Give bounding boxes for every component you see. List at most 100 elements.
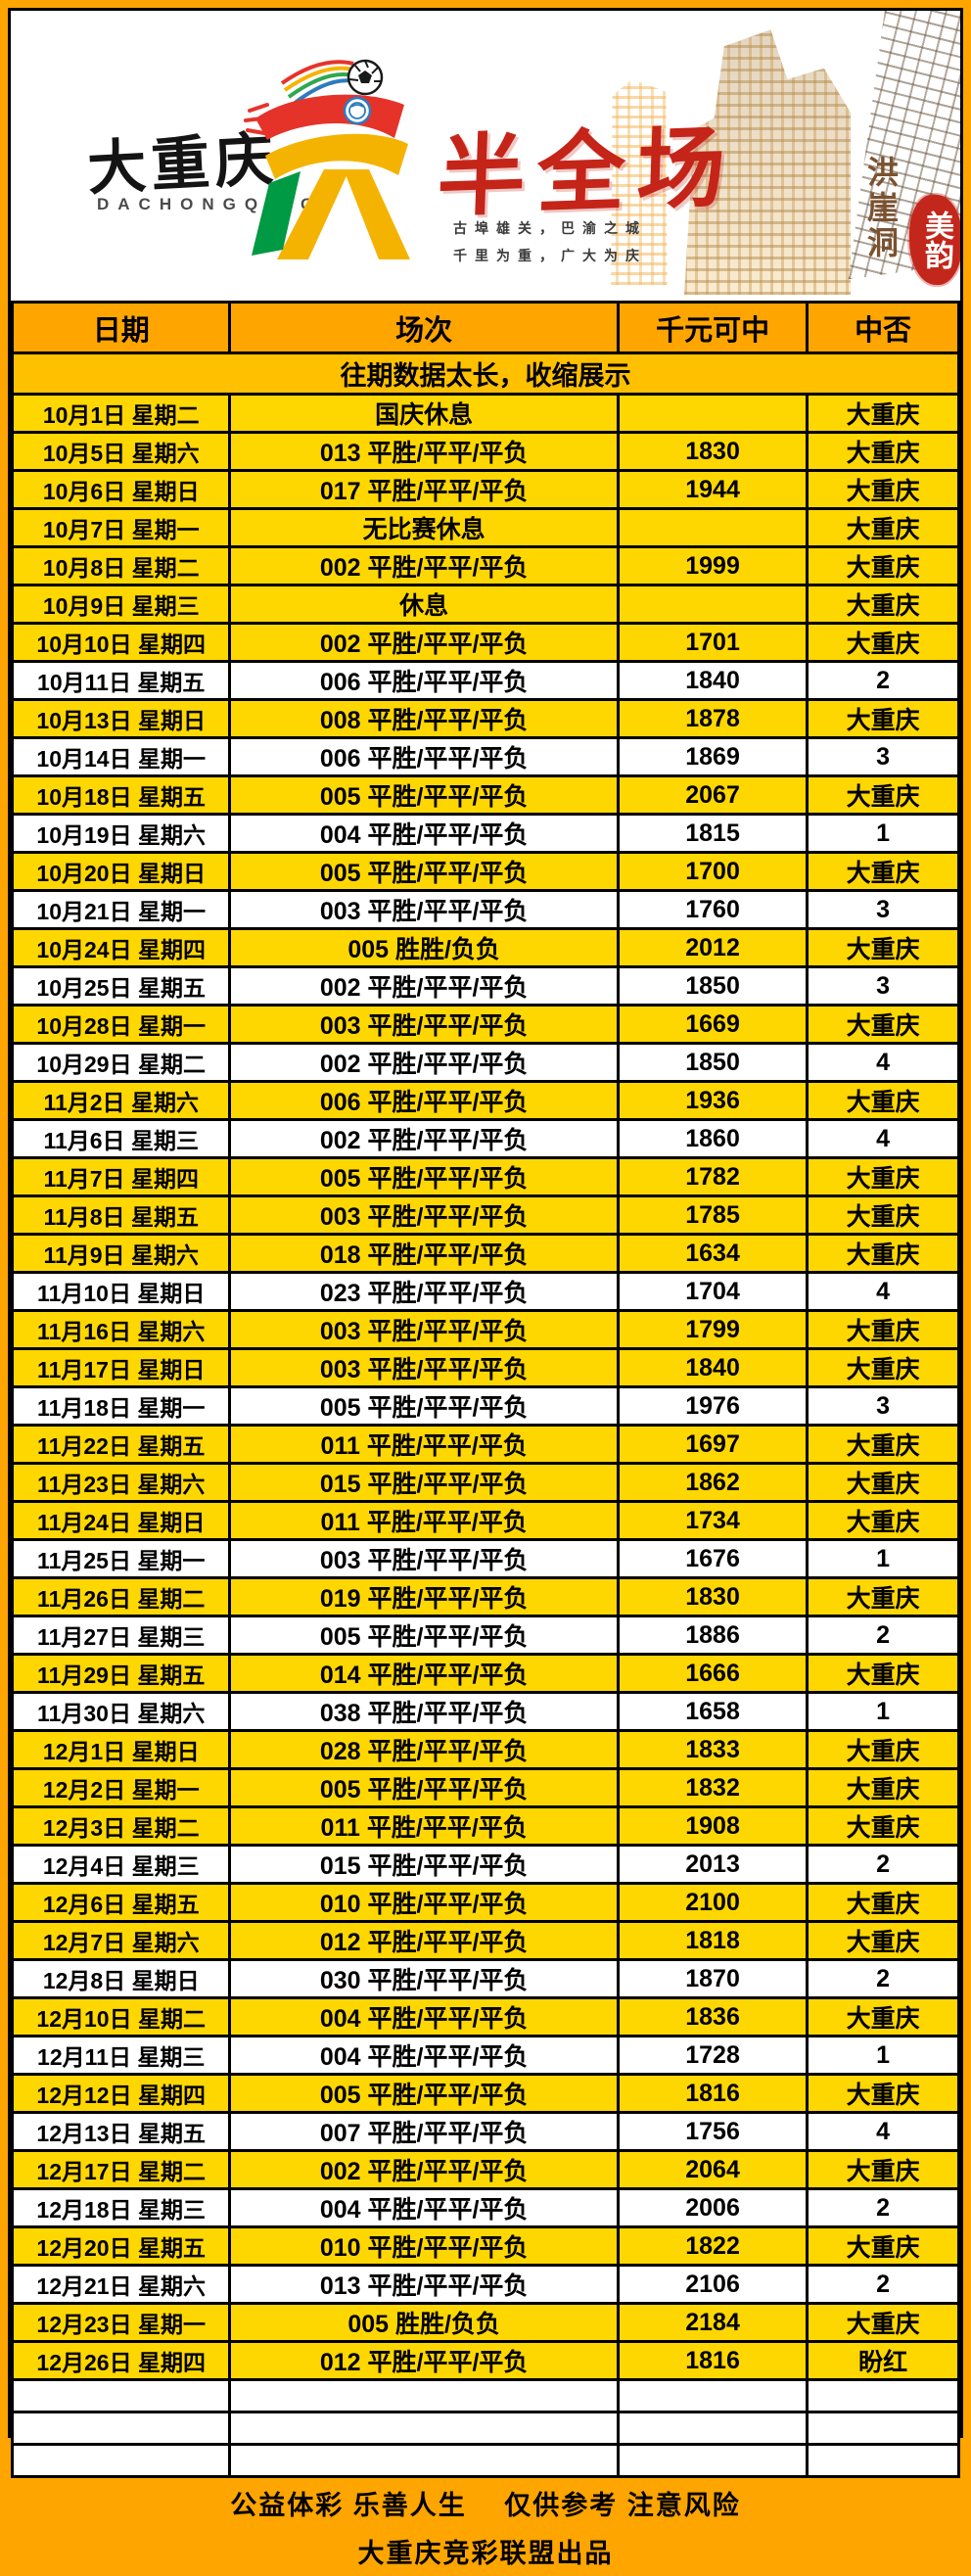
prize-cell: 1936 [616, 1080, 809, 1121]
empty-cell [10, 2378, 232, 2413]
date-cell: 11月30日 星期六 [10, 1691, 232, 1732]
match-cell: 011 平胜/平平/平负 [228, 1424, 620, 1465]
result-cell: 大重庆 [806, 1462, 960, 1503]
column-header-date: 日期 [10, 301, 232, 354]
date-cell: 12月10日 星期二 [10, 1996, 232, 2037]
prize-cell: 1734 [616, 1500, 809, 1541]
table-row: 12月3日 星期二 011 平胜/平平/平负 1908 大重庆 [10, 1805, 960, 1847]
result-cell: 大重庆 [806, 1194, 960, 1236]
result-cell: 1 [806, 1691, 960, 1732]
table-row: 11月6日 星期三 002 平胜/平平/平负 1860 4 [10, 1118, 960, 1159]
footer-producer: 大重庆竞彩联盟出品 [357, 2539, 614, 2568]
result-cell: 大重庆 [806, 545, 960, 586]
empty-cell [10, 2411, 232, 2446]
prize-cell: 1878 [616, 698, 809, 739]
date-cell: 12月8日 星期日 [10, 1958, 232, 1999]
date-cell: 11月18日 星期一 [10, 1385, 232, 1427]
match-cell: 013 平胜/平平/平负 [228, 2264, 620, 2305]
table-row: 11月8日 星期五 003 平胜/平平/平负 1785 大重庆 [10, 1194, 960, 1236]
prize-cell [616, 507, 809, 548]
footer-disclaimer: 公益体彩 乐善人生 仅供参考 注意风险 [230, 2491, 741, 2520]
date-cell: 11月17日 星期日 [10, 1347, 232, 1388]
match-cell: 002 平胜/平平/平负 [228, 2149, 620, 2190]
result-cell: 4 [806, 1271, 960, 1312]
table-row: 10月1日 星期二 国庆休息 大重庆 [10, 393, 960, 434]
table-body: 10月1日 星期二 国庆休息 大重庆 10月5日 星期六 013 平胜/平平/平负 183… [10, 393, 960, 2478]
prize-cell: 2013 [616, 1844, 809, 1885]
table-row: 11月18日 星期一 005 平胜/平平/平负 1976 3 [10, 1385, 960, 1427]
result-cell: 盼红 [806, 2340, 960, 2381]
prize-cell: 1860 [616, 1118, 809, 1159]
table-row: 12月1日 星期日 028 平胜/平平/平负 1833 大重庆 [10, 1729, 960, 1770]
prize-cell: 2012 [616, 927, 809, 968]
match-cell: 005 平胜/平平/平负 [228, 1767, 620, 1808]
hero-banner: 大重庆 DACHONGQING 半全场 古埠雄关，巴渝之城 千里为重，广大为庆 … [11, 11, 960, 301]
table-row: 10月14日 星期一 006 平胜/平平/平负 1869 3 [10, 736, 960, 777]
column-header-result: 中否 [806, 301, 960, 354]
result-cell: 3 [806, 889, 960, 930]
match-cell: 004 平胜/平平/平负 [228, 2035, 620, 2076]
footer-banner: 公益体彩 乐善人生 仅供参考 注意风险 大重庆竞彩联盟出品 [11, 2478, 960, 2576]
table-row: 12月4日 星期三 015 平胜/平平/平负 2013 2 [10, 1844, 960, 1885]
prize-cell: 1658 [616, 1691, 809, 1732]
table-row: 10月24日 星期四 005 胜胜/负负 2012 大重庆 [10, 927, 960, 968]
prize-cell: 1818 [616, 1920, 809, 1961]
match-cell: 011 平胜/平平/平负 [228, 1805, 620, 1847]
date-cell: 11月7日 星期四 [10, 1156, 232, 1197]
result-cell: 大重庆 [806, 1080, 960, 1121]
result-cell: 大重庆 [806, 1004, 960, 1045]
prize-cell: 1833 [616, 1729, 809, 1770]
date-cell: 10月5日 星期六 [10, 431, 232, 472]
match-cell: 006 平胜/平平/平负 [228, 736, 620, 777]
empty-cell [806, 2411, 960, 2446]
result-cell: 大重庆 [806, 1729, 960, 1770]
result-cell: 大重庆 [806, 2073, 960, 2114]
result-cell: 大重庆 [806, 1233, 960, 1274]
empty-cell [228, 2443, 620, 2478]
date-cell: 10月24日 星期四 [10, 927, 232, 968]
match-cell: 休息 [228, 584, 620, 625]
result-cell: 2 [806, 1615, 960, 1656]
collapsed-history-notice-row: 往期数据太长，收缩展示 [11, 351, 960, 396]
match-cell: 004 平胜/平平/平负 [228, 1996, 620, 2037]
match-cell: 003 平胜/平平/平负 [228, 1194, 620, 1236]
date-cell: 10月20日 星期日 [10, 851, 232, 892]
result-cell: 大重庆 [806, 1882, 960, 1923]
result-cell: 大重庆 [806, 1767, 960, 1808]
empty-row [10, 2378, 960, 2413]
result-cell: 4 [806, 1118, 960, 1159]
empty-cell [228, 2411, 620, 2446]
date-cell: 10月8日 星期二 [10, 545, 232, 586]
table-row: 11月10日 星期日 023 平胜/平平/平负 1704 4 [10, 1271, 960, 1312]
date-cell: 10月9日 星期三 [10, 584, 232, 625]
date-cell: 12月21日 星期六 [10, 2264, 232, 2305]
prize-cell: 1728 [616, 2035, 809, 2076]
result-cell: 大重庆 [806, 1309, 960, 1350]
prize-cell [616, 584, 809, 625]
prize-cell: 1782 [616, 1156, 809, 1197]
result-cell: 大重庆 [806, 469, 960, 510]
prize-cell: 1908 [616, 1805, 809, 1847]
date-cell: 12月11日 星期三 [10, 2035, 232, 2076]
prize-cell: 1999 [616, 545, 809, 586]
poster-frame: 大重庆 DACHONGQING 半全场 古埠雄关，巴渝之城 千里为重，广大为庆 … [8, 8, 963, 2576]
tower-sketch-art [611, 79, 668, 285]
date-cell: 10月25日 星期五 [10, 965, 232, 1007]
date-cell: 12月7日 星期六 [10, 1920, 232, 1961]
result-cell: 大重庆 [806, 1805, 960, 1847]
date-cell: 10月7日 星期一 [10, 507, 232, 548]
table-row: 10月9日 星期三 休息 大重庆 [10, 584, 960, 625]
table-row: 10月25日 星期五 002 平胜/平平/平负 1850 3 [10, 965, 960, 1007]
date-cell: 10月29日 星期二 [10, 1042, 232, 1083]
match-cell: 017 平胜/平平/平负 [228, 469, 620, 510]
date-cell: 12月26日 星期四 [10, 2340, 232, 2381]
result-cell: 2 [806, 660, 960, 701]
match-cell: 005 平胜/平平/平负 [228, 1615, 620, 1656]
table-row: 11月7日 星期四 005 平胜/平平/平负 1782 大重庆 [10, 1156, 960, 1197]
table-row: 12月8日 星期日 030 平胜/平平/平负 1870 2 [10, 1958, 960, 1999]
empty-cell [228, 2378, 620, 2413]
date-cell: 11月9日 星期六 [10, 1233, 232, 1274]
prize-cell: 1816 [616, 2073, 809, 2114]
table-row: 12月21日 星期六 013 平胜/平平/平负 2106 2 [10, 2264, 960, 2305]
prize-cell: 1862 [616, 1462, 809, 1503]
